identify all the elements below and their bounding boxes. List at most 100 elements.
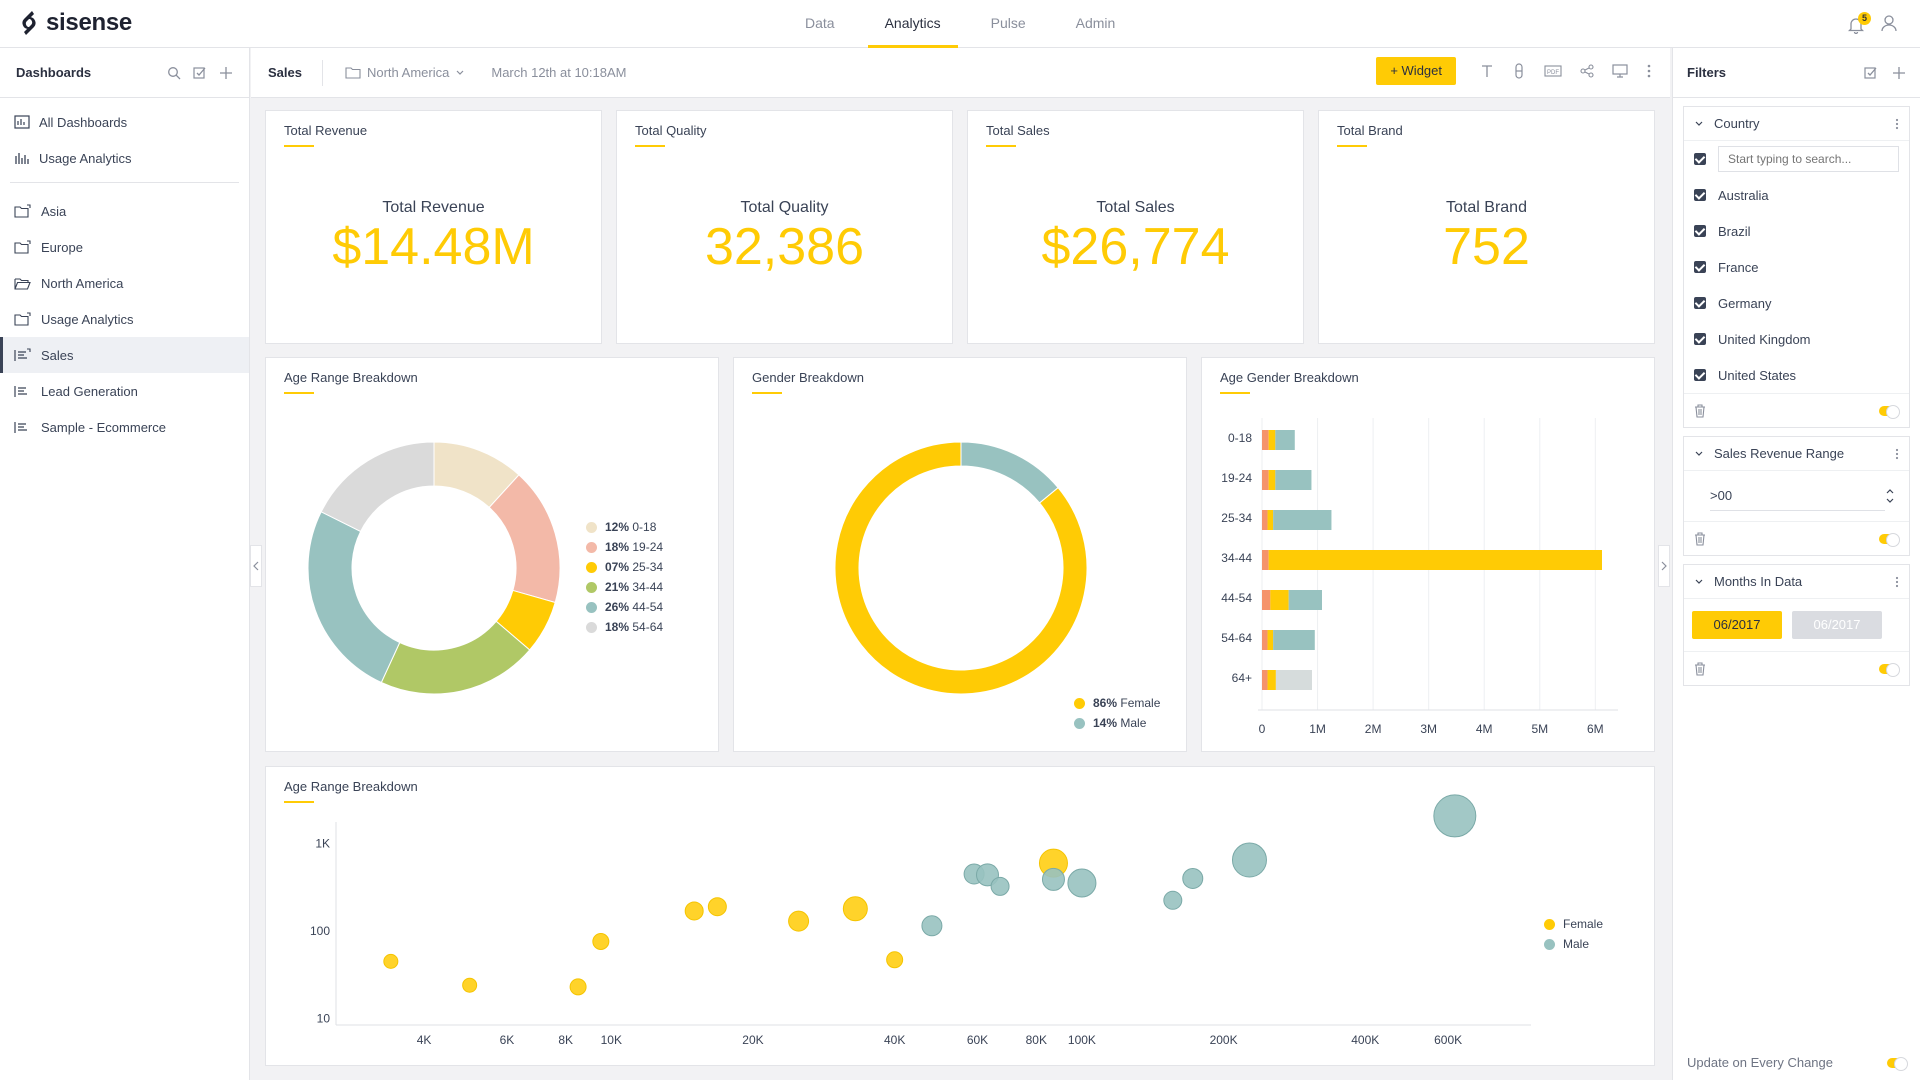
scatter-point-female[interactable] bbox=[569, 978, 587, 996]
kpi-widget-total-sales[interactable]: Total Sales Total Sales $26,774 bbox=[967, 110, 1304, 344]
legend-item[interactable]: 21% 34-44 bbox=[586, 580, 663, 594]
trash-icon[interactable] bbox=[1694, 661, 1706, 676]
sidebar-folder-usage-analytics[interactable]: Usage Analytics bbox=[0, 301, 249, 337]
bar-segment[interactable] bbox=[1262, 470, 1269, 490]
user-icon[interactable] bbox=[1880, 14, 1898, 35]
sidebar-dashboard-sample-ecommerce[interactable]: Sample - Ecommerce bbox=[0, 409, 249, 445]
country-option[interactable]: Australia bbox=[1684, 177, 1909, 213]
donut-slice-54-64[interactable] bbox=[320, 441, 435, 533]
legend-item[interactable]: 18% 19-24 bbox=[586, 540, 663, 554]
scatter-point-female[interactable] bbox=[462, 977, 478, 993]
bar-segment[interactable] bbox=[1270, 590, 1289, 610]
country-checkbox[interactable] bbox=[1694, 297, 1706, 309]
more-options-icon[interactable] bbox=[1895, 448, 1899, 460]
donut-slice-female[interactable] bbox=[834, 441, 1088, 695]
more-options-icon[interactable] bbox=[1895, 118, 1899, 130]
bar-segment[interactable] bbox=[1275, 430, 1295, 450]
collapse-right-panel-handle[interactable] bbox=[1658, 545, 1670, 587]
country-option[interactable]: United Kingdom bbox=[1684, 321, 1909, 357]
bar-segment[interactable] bbox=[1275, 670, 1312, 690]
country-option[interactable]: United States bbox=[1684, 357, 1909, 393]
bar-segment[interactable] bbox=[1262, 670, 1268, 690]
scatter-point-female[interactable] bbox=[842, 896, 868, 922]
more-options-icon[interactable] bbox=[1895, 576, 1899, 588]
nav-admin[interactable]: Admin bbox=[1075, 15, 1116, 31]
bar-segment[interactable] bbox=[1267, 630, 1274, 650]
sidebar-item-usage-analytics[interactable]: Usage Analytics bbox=[0, 140, 249, 176]
scatter-point-female[interactable] bbox=[886, 951, 904, 969]
scatter-point-female[interactable] bbox=[383, 953, 399, 969]
age-range-scatter-widget[interactable]: Age Range Breakdown 4K 6K 8K 10K 20K 40K 60K 80… bbox=[265, 766, 1655, 1066]
bar-segment[interactable] bbox=[1268, 470, 1276, 490]
pdf-export-icon[interactable]: PDF bbox=[1544, 64, 1562, 78]
donut-slice-34-44[interactable] bbox=[380, 620, 531, 695]
scatter-point-female[interactable] bbox=[707, 897, 727, 917]
scatter-point-male[interactable] bbox=[1231, 842, 1267, 878]
months-filter-header[interactable]: Months In Data bbox=[1684, 565, 1909, 599]
add-widget-button[interactable]: + Widget bbox=[1376, 57, 1456, 85]
update-every-change-toggle[interactable] bbox=[1887, 1056, 1908, 1071]
bar-segment[interactable] bbox=[1273, 630, 1315, 650]
country-search-input[interactable] bbox=[1718, 146, 1899, 172]
legend-item[interactable]: Female bbox=[1544, 917, 1603, 931]
legend-item[interactable]: Male bbox=[1544, 937, 1589, 951]
legend-item[interactable]: 07% 25-34 bbox=[586, 560, 663, 574]
date-to-button[interactable]: 06/2017 bbox=[1792, 611, 1882, 639]
sidebar-dashboard-lead-generation[interactable]: Lead Generation bbox=[0, 373, 249, 409]
country-checkbox[interactable] bbox=[1694, 369, 1706, 381]
legend-item[interactable]: 86% Female bbox=[1074, 696, 1160, 710]
country-filter-header[interactable]: Country bbox=[1684, 107, 1909, 141]
scatter-point-male[interactable] bbox=[921, 915, 943, 937]
legend-item[interactable]: 18% 54-64 bbox=[586, 620, 663, 634]
age-gender-bar-widget[interactable]: Age Gender Breakdown 0 1M 2M 3M 4M 5M 6M 0-18 19… bbox=[1201, 357, 1655, 752]
bar-segment[interactable] bbox=[1267, 670, 1276, 690]
search-icon[interactable] bbox=[167, 66, 181, 80]
bar-segment[interactable] bbox=[1275, 470, 1312, 490]
kpi-widget-total-brand[interactable]: Total Brand Total Brand 752 bbox=[1318, 110, 1655, 344]
scatter-point-male[interactable] bbox=[1041, 867, 1065, 891]
filter-enabled-toggle[interactable] bbox=[1879, 532, 1900, 547]
scatter-point-female[interactable] bbox=[684, 901, 704, 921]
collapse-left-panel-handle[interactable] bbox=[250, 545, 262, 587]
nav-pulse[interactable]: Pulse bbox=[990, 15, 1026, 31]
trash-icon[interactable] bbox=[1694, 531, 1706, 546]
trash-icon[interactable] bbox=[1694, 403, 1706, 418]
bar-segment[interactable] bbox=[1262, 550, 1269, 570]
text-widget-icon[interactable] bbox=[1480, 64, 1494, 78]
present-icon[interactable] bbox=[1612, 64, 1628, 78]
bar-segment[interactable] bbox=[1268, 430, 1276, 450]
filter-icon[interactable] bbox=[1512, 63, 1526, 79]
donut-slice-44-54[interactable] bbox=[307, 511, 401, 684]
bar-segment[interactable] bbox=[1262, 430, 1269, 450]
gender-donut-widget[interactable]: Gender Breakdown 86% Female 14% Male bbox=[733, 357, 1187, 752]
sidebar-folder-north-america[interactable]: North America bbox=[0, 265, 249, 301]
kpi-widget-total-quality[interactable]: Total Quality Total Quality 32,386 bbox=[616, 110, 953, 344]
filter-enabled-toggle[interactable] bbox=[1879, 662, 1900, 677]
bar-segment[interactable] bbox=[1288, 590, 1322, 610]
bar-segment[interactable] bbox=[1268, 550, 1602, 570]
app-logo[interactable]: sisense bbox=[18, 9, 132, 37]
select-all-checkbox[interactable] bbox=[1694, 153, 1706, 165]
country-checkbox[interactable] bbox=[1694, 333, 1706, 345]
nav-data[interactable]: Data bbox=[805, 15, 835, 31]
scatter-point-male[interactable] bbox=[1163, 890, 1183, 910]
share-icon[interactable] bbox=[1580, 64, 1594, 78]
legend-item[interactable]: 14% Male bbox=[1074, 716, 1146, 730]
scatter-point-male[interactable] bbox=[1433, 794, 1477, 838]
filter-enabled-toggle[interactable] bbox=[1879, 404, 1900, 419]
legend-item[interactable]: 12% 0-18 bbox=[586, 520, 656, 534]
scatter-point-male[interactable] bbox=[1067, 868, 1097, 898]
more-options-icon[interactable] bbox=[1646, 64, 1652, 78]
bar-segment[interactable] bbox=[1262, 630, 1268, 650]
scatter-point-male[interactable] bbox=[990, 876, 1010, 896]
edit-filters-icon[interactable] bbox=[1864, 66, 1878, 80]
notifications-bell-icon[interactable]: 5 bbox=[1847, 11, 1871, 34]
edit-dashboards-icon[interactable] bbox=[193, 66, 207, 80]
sidebar-dashboard-sales[interactable]: Sales bbox=[0, 337, 249, 373]
add-filter-icon[interactable] bbox=[1892, 66, 1906, 80]
scatter-point-male[interactable] bbox=[1182, 867, 1204, 889]
nav-analytics[interactable]: Analytics bbox=[867, 0, 958, 48]
revenue-filter-header[interactable]: Sales Revenue Range bbox=[1684, 437, 1909, 471]
donut-slice-male[interactable] bbox=[960, 441, 1059, 504]
scatter-point-female[interactable] bbox=[592, 932, 610, 950]
